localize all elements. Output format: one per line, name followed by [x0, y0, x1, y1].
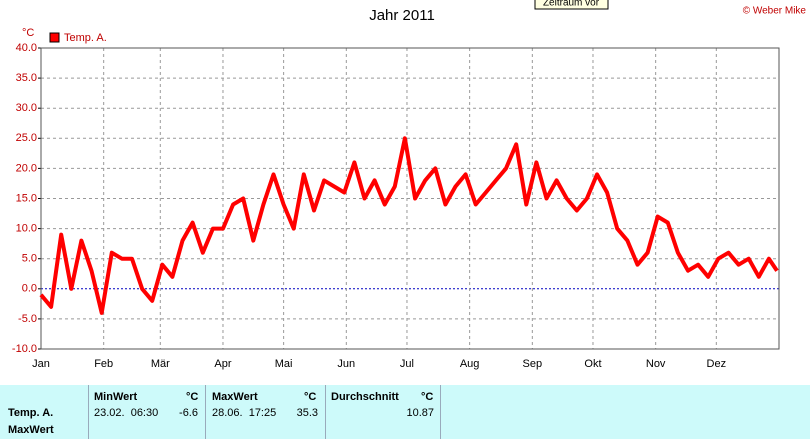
- y-tick-label: 35.0: [16, 72, 37, 84]
- x-tick-label: Sep: [523, 358, 543, 370]
- time: 23.02. 06:30: [94, 407, 159, 419]
- x-tick-label: Okt: [584, 358, 601, 370]
- y-unit: °C: [22, 27, 34, 39]
- row-label: MaxWert: [8, 424, 54, 436]
- unit: °C: [304, 391, 317, 403]
- plot-border: [40, 47, 780, 350]
- x-tick-label: Mai: [275, 358, 293, 370]
- x-tick-label: Feb: [94, 358, 113, 370]
- separator: [325, 385, 326, 439]
- header: MaxWert: [212, 391, 258, 403]
- separator: [205, 385, 206, 439]
- x-tick-label: Jun: [337, 358, 355, 370]
- separator: [88, 385, 89, 439]
- x-tick-label: Mär: [151, 358, 170, 370]
- legend-swatch: [49, 32, 60, 43]
- x-tick-label: Aug: [460, 358, 480, 370]
- chart-title: Jahr 2011: [369, 7, 435, 24]
- copyright: © Weber Mike: [743, 6, 807, 17]
- x-tick-label: Apr: [214, 358, 231, 370]
- unit: °C: [421, 391, 434, 403]
- x-tick-label: Nov: [646, 358, 666, 370]
- y-tick-label: 10.0: [16, 223, 37, 235]
- x-tick-label: Dez: [707, 358, 727, 370]
- y-tick-label: 30.0: [16, 102, 37, 114]
- y-tick-label: 5.0: [22, 253, 37, 265]
- x-tick-label: Jan: [32, 358, 50, 370]
- y-tick-label: 0.0: [22, 283, 37, 295]
- y-tick-label: 15.0: [16, 192, 37, 204]
- line: [39, 136, 779, 315]
- tooltip-box: [534, 0, 609, 10]
- separator: [440, 385, 441, 439]
- chart: Zeitraum vor © Weber Mike Jahr 2011 °C -…: [12, 0, 807, 370]
- value: 35.3: [296, 407, 318, 419]
- x-tick-label: Jul: [400, 358, 414, 370]
- value: -6.6: [179, 407, 198, 419]
- legend-label: Temp. A.: [64, 32, 107, 44]
- y-tick-label: 40.0: [16, 42, 37, 54]
- row-label: Temp. A.: [8, 407, 54, 419]
- y-tick-label: -5.0: [18, 313, 37, 325]
- value: 10.87: [406, 407, 434, 419]
- header: Durchschnitt: [331, 391, 399, 403]
- unit: °C: [186, 391, 199, 403]
- tooltip: Zeitraum vor: [543, 0, 600, 9]
- y-tick-label: 20.0: [16, 162, 37, 174]
- stats-table: MinWert °C MaxWert °C Durchschnitt °C Te…: [0, 385, 810, 439]
- header: MinWert: [94, 391, 138, 403]
- y-tick-label: 25.0: [16, 132, 37, 144]
- y-tick-label: -10.0: [12, 343, 37, 355]
- time: 28.06. 17:25: [212, 407, 277, 419]
